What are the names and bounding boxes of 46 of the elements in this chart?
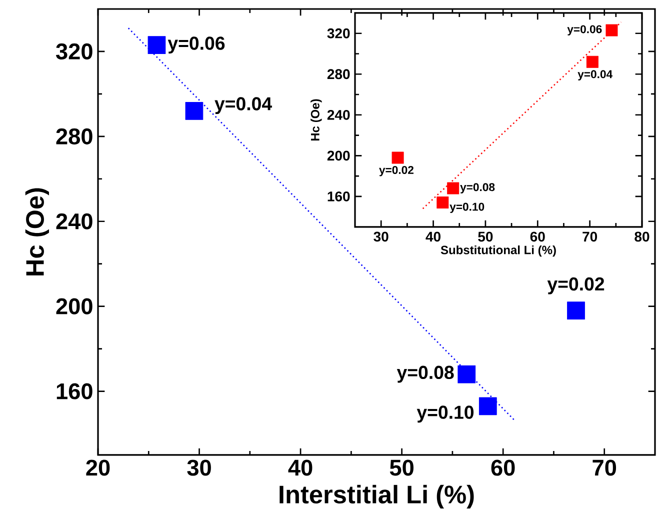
y-tick-label: 320	[56, 43, 92, 60]
x-tick-label: 50	[390, 460, 414, 476]
y-tick-label: 160	[56, 383, 92, 400]
y-axis-title: Hc (Oe)	[310, 99, 322, 141]
x-tick-label: 30	[374, 232, 388, 242]
x-tick-label: 60	[530, 232, 545, 242]
x-tick-label: 70	[582, 232, 598, 242]
point	[185, 102, 204, 120]
annotation: y=0.04	[578, 70, 613, 80]
point	[436, 196, 449, 209]
x-tick-label: 70	[592, 460, 616, 476]
x-tick-label: 80	[634, 232, 650, 242]
x-tick-label: 40	[426, 232, 440, 242]
annotation: y=0.06	[168, 36, 225, 54]
x-tick-label: 20	[86, 460, 110, 476]
y-tick-label: 200	[56, 298, 92, 314]
x-tick-label: 50	[478, 232, 493, 242]
annotation: y=0.08	[460, 183, 495, 194]
annotation: y=0.10	[450, 202, 484, 213]
x-tick-label: 30	[187, 460, 211, 476]
y-tick-label: 200	[327, 150, 350, 161]
annotation: y=0.02	[379, 166, 414, 176]
point	[392, 152, 404, 164]
point	[458, 365, 476, 384]
y-tick-label: 320	[327, 28, 350, 38]
point	[447, 182, 460, 194]
y-tick-label: 160	[328, 191, 350, 202]
x-axis-title: Interstitial Li (%)	[280, 484, 474, 509]
y-tick-label: 280	[56, 128, 92, 144]
annotation: y=0.08	[396, 366, 454, 383]
x-tick-label: 60	[491, 460, 515, 476]
point	[148, 36, 166, 54]
point	[567, 302, 585, 320]
y-tick-label: 240	[56, 213, 92, 230]
annotation: y=0.02	[547, 277, 604, 294]
y-tick-label: 240	[327, 110, 350, 120]
annotation: y=0.06	[567, 25, 602, 36]
point	[606, 24, 618, 36]
x-axis-title: Substitutional Li (%)	[440, 245, 556, 257]
y-tick-label: 280	[327, 69, 350, 80]
annotation: y=0.04	[214, 97, 272, 114]
x-tick-label: 40	[288, 460, 312, 476]
annotation: y=0.10	[416, 406, 474, 423]
point	[586, 56, 598, 68]
point	[478, 397, 497, 416]
y-axis-title: Hc (Oe)	[25, 188, 49, 276]
